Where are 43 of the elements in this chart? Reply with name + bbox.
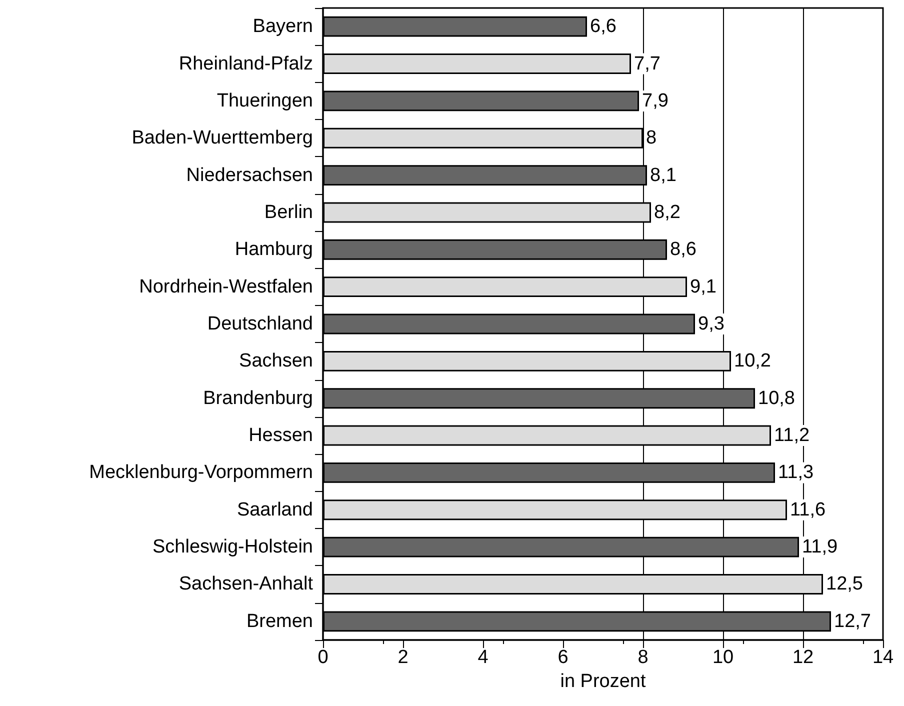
y-tick-label: Berlin [264, 202, 313, 223]
data-label: 6,6 [590, 16, 616, 38]
x-tick-label: 14 [872, 647, 894, 668]
y-tick-label: Deutschland [207, 314, 313, 334]
y-tick-label: Bremen [246, 610, 313, 632]
data-label: 12,7 [834, 610, 871, 632]
y-tick-label: Hessen [248, 425, 313, 446]
data-label: 11,3 [778, 462, 814, 484]
y-tick-label: Bayern [252, 16, 313, 38]
data-label: 7,7 [634, 53, 660, 74]
data-label: 8 [646, 128, 657, 149]
data-label: 9,3 [698, 314, 724, 334]
x-tick-label: 8 [638, 647, 648, 668]
data-label: 8,2 [654, 202, 680, 223]
y-tick-label: Saarland [236, 499, 313, 520]
data-label: 7,9 [642, 90, 668, 112]
data-label: 10,2 [734, 350, 771, 372]
x-tick-label: 10 [712, 647, 734, 668]
x-tick-label: 4 [478, 647, 489, 668]
y-tick-label: Sachsen [239, 350, 313, 372]
y-tick-label: Mecklenburg-Vorpommern [89, 462, 313, 484]
x-tick-label: 0 [318, 647, 328, 668]
x-tick-label: 12 [792, 647, 814, 668]
data-label: 8,1 [650, 164, 676, 186]
y-tick-label: Niedersachsen [186, 164, 313, 186]
y-tick-label: Rheinland-Pfalz [178, 53, 313, 74]
x-axis-title: in Prozent [560, 670, 646, 692]
data-label: 11,2 [774, 425, 810, 446]
data-label: 10,8 [758, 388, 795, 409]
y-tick-label: Baden-Wuerttemberg [132, 128, 313, 149]
x-tick-label: 2 [398, 647, 408, 668]
data-label: 11,6 [790, 499, 826, 520]
y-tick-label: Nordrhein-Westfalen [139, 276, 313, 298]
y-tick-label: Sachsen-Anhalt [178, 574, 314, 595]
data-label: 9,1 [690, 276, 716, 298]
data-label: 8,6 [670, 239, 696, 260]
x-tick-label: 6 [558, 647, 568, 668]
y-tick-label: Thueringen [216, 90, 313, 112]
y-tick-label: Hamburg [234, 239, 313, 260]
y-tick-label: Schleswig-Holstein [152, 536, 313, 558]
y-tick-label: Brandenburg [203, 388, 313, 409]
data-label: 12,5 [826, 574, 863, 595]
data-label: 11,9 [802, 536, 838, 558]
